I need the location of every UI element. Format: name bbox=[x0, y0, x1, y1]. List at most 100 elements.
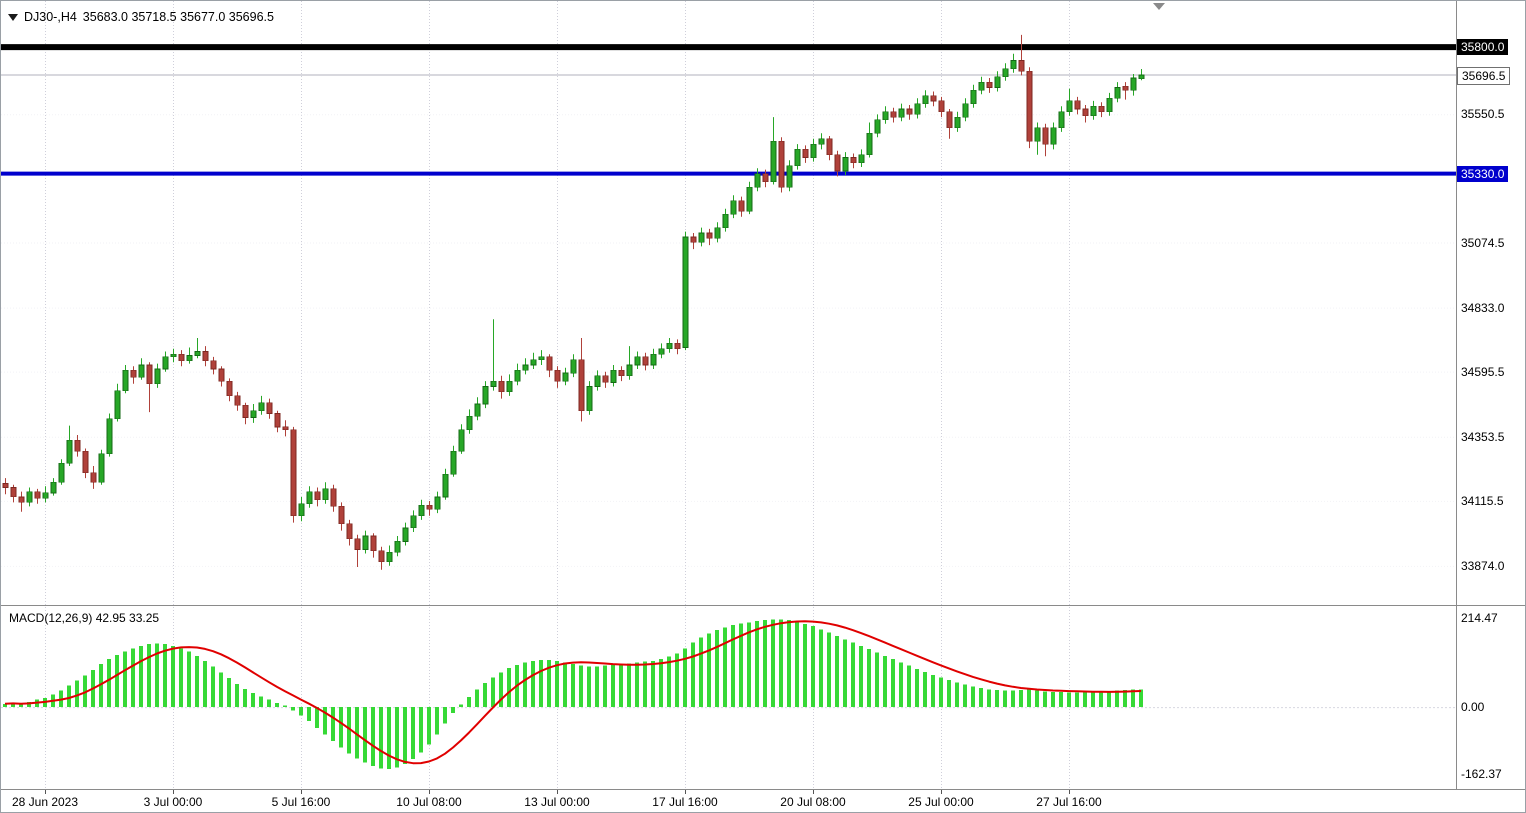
macd-bar bbox=[139, 645, 143, 708]
candle bbox=[898, 108, 905, 118]
macd-bar bbox=[907, 665, 911, 708]
macd-bar bbox=[795, 621, 799, 708]
macd-bar bbox=[1075, 692, 1079, 708]
macd-bar bbox=[331, 707, 335, 741]
time-axis-label: 28 Jun 2023 bbox=[11, 795, 79, 809]
candle bbox=[386, 551, 393, 562]
macd-bar bbox=[747, 622, 751, 708]
candle bbox=[34, 491, 41, 499]
time-axis-tick bbox=[1069, 790, 1070, 794]
macd-axis-label: 0.00 bbox=[1461, 700, 1485, 715]
macd-bar bbox=[307, 707, 311, 722]
macd-bar bbox=[771, 619, 775, 708]
candle bbox=[330, 488, 337, 507]
macd-bar bbox=[995, 690, 999, 708]
candle bbox=[1050, 127, 1057, 145]
macd-bar bbox=[27, 702, 31, 708]
candle bbox=[218, 368, 225, 382]
candle bbox=[306, 491, 313, 505]
macd-bar bbox=[379, 707, 383, 769]
candle bbox=[986, 81, 993, 88]
candle bbox=[610, 370, 617, 383]
candle bbox=[498, 380, 505, 393]
candle bbox=[50, 481, 57, 494]
macd-bar bbox=[355, 707, 359, 759]
macd-bar bbox=[243, 688, 247, 708]
symbol-title: DJ30-,H4 bbox=[24, 10, 77, 24]
macd-bar bbox=[451, 707, 455, 713]
macd-bar bbox=[619, 664, 623, 708]
macd-bar bbox=[643, 661, 647, 708]
macd-bar bbox=[275, 703, 279, 708]
macd-bar bbox=[459, 704, 463, 708]
macd-bar bbox=[859, 645, 863, 708]
candle bbox=[210, 360, 217, 370]
macd-bar bbox=[891, 659, 895, 708]
price-axis-separator bbox=[1456, 1, 1457, 790]
candle bbox=[1082, 108, 1089, 116]
candle bbox=[506, 380, 513, 393]
candle bbox=[1026, 71, 1033, 142]
candle bbox=[106, 418, 113, 455]
candle bbox=[474, 403, 481, 417]
macd-bar bbox=[147, 644, 151, 708]
macd-bar bbox=[835, 636, 839, 708]
price-chart-plot[interactable] bbox=[1, 1, 1456, 605]
candle bbox=[522, 364, 529, 371]
macd-bar bbox=[603, 665, 607, 708]
time-axis-tick bbox=[429, 790, 430, 794]
candle bbox=[146, 364, 153, 385]
macd-bar bbox=[915, 669, 919, 708]
candle bbox=[562, 372, 569, 382]
macd-axis-label: -162.37 bbox=[1461, 767, 1502, 782]
macd-bar bbox=[387, 707, 391, 770]
candle bbox=[722, 213, 729, 228]
candle bbox=[1106, 98, 1113, 113]
candle bbox=[938, 100, 945, 113]
macd-bar bbox=[283, 705, 287, 708]
candle bbox=[754, 173, 761, 188]
candle bbox=[906, 108, 913, 115]
macd-indicator-plot[interactable] bbox=[1, 607, 1456, 789]
candle bbox=[346, 523, 353, 540]
candle bbox=[1074, 100, 1081, 110]
candle bbox=[842, 157, 849, 172]
macd-bar bbox=[1115, 690, 1119, 708]
macd-bar bbox=[1043, 691, 1047, 708]
macd-bar bbox=[851, 642, 855, 708]
macd-bar bbox=[99, 664, 103, 708]
candle bbox=[786, 165, 793, 188]
macd-bar bbox=[347, 707, 351, 754]
candle bbox=[602, 375, 609, 383]
candle bbox=[578, 359, 585, 412]
price-axis-label: 35074.5 bbox=[1461, 235, 1505, 250]
candle bbox=[98, 453, 105, 483]
macd-bar bbox=[659, 659, 663, 708]
symbol-ohlc: 35683.0 35718.5 35677.0 35696.5 bbox=[82, 10, 274, 24]
macd-bar bbox=[691, 642, 695, 708]
candle bbox=[410, 515, 417, 529]
macd-bar bbox=[211, 666, 215, 708]
candle bbox=[1002, 68, 1009, 77]
macd-signal-line bbox=[4, 620, 1142, 765]
candle bbox=[674, 343, 681, 350]
macd-bar bbox=[523, 662, 527, 708]
macd-bar bbox=[115, 655, 119, 708]
macd-bar bbox=[427, 707, 431, 745]
time-axis-tick bbox=[173, 790, 174, 794]
candle bbox=[426, 504, 433, 510]
macd-bar bbox=[107, 659, 111, 708]
candle bbox=[1066, 100, 1073, 113]
symbol-triangle-icon bbox=[8, 13, 18, 21]
chart-shift-marker[interactable] bbox=[1153, 3, 1165, 10]
candle bbox=[730, 200, 737, 215]
candle bbox=[234, 395, 241, 406]
macd-bar bbox=[811, 626, 815, 708]
candle bbox=[442, 473, 449, 498]
candle bbox=[586, 386, 593, 412]
macd-bar bbox=[1019, 690, 1023, 708]
macd-bar bbox=[363, 707, 367, 763]
candle bbox=[994, 76, 1001, 88]
price-axis-label: 34833.0 bbox=[1461, 300, 1505, 315]
time-axis-label: 27 Jul 16:00 bbox=[1036, 795, 1102, 809]
